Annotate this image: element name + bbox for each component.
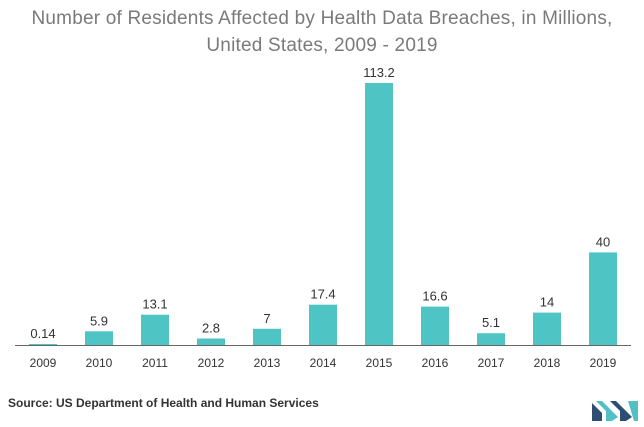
bar-2016 <box>421 306 449 345</box>
data-label-2012: 2.8 <box>202 321 220 336</box>
source-note: Source: US Department of Health and Huma… <box>8 396 319 410</box>
bar-2012 <box>197 338 225 345</box>
bar-2014 <box>309 304 337 345</box>
data-label-2019: 40 <box>596 234 610 249</box>
x-tick-labels: 2009 2010 2011 2012 2013 2014 2015 2016 2017 2018… <box>30 356 617 370</box>
x-tick-label-2011: 2011 <box>142 356 168 370</box>
data-label-2015: 113.2 <box>363 65 395 80</box>
data-label-2010: 5.9 <box>90 313 108 328</box>
x-tick-label-2017: 2017 <box>478 356 505 370</box>
data-label-2018: 14 <box>540 295 554 310</box>
x-tick-label-2014: 2014 <box>310 356 337 370</box>
bar-2010 <box>85 331 113 345</box>
x-tick-label-2019: 2019 <box>590 356 617 370</box>
bar-2011 <box>141 314 169 345</box>
x-tick-label-2016: 2016 <box>422 356 449 370</box>
chart-title-line-2: United States, 2009 - 2019 <box>206 35 438 56</box>
chart-title-line-1: Number of Residents Affected by Health D… <box>31 8 613 29</box>
bar-2009 <box>29 344 57 345</box>
x-tick-label-2010: 2010 <box>86 356 113 370</box>
x-tick-label-2018: 2018 <box>534 356 561 370</box>
bar-2017 <box>477 333 505 345</box>
data-label-2011: 13.1 <box>142 297 167 312</box>
data-label-2013: 7 <box>263 311 270 326</box>
bar-chart: 0.14 5.9 13.1 2.8 7 17.4 113.2 16.6 5.1 14 40 2009… <box>15 65 631 370</box>
data-label-2014: 17.4 <box>310 287 335 302</box>
bar-2015 <box>365 83 393 345</box>
data-label-2017: 5.1 <box>482 315 500 330</box>
brand-logo-icon <box>592 401 638 421</box>
bar-2019 <box>589 252 617 345</box>
x-tick-label-2012: 2012 <box>198 356 225 370</box>
data-label-2016: 16.6 <box>422 289 447 304</box>
x-tick-label-2015: 2015 <box>366 356 393 370</box>
bars <box>29 83 617 345</box>
bar-2013 <box>253 328 281 345</box>
data-label-2009: 0.14 <box>30 326 55 341</box>
x-tick-label-2013: 2013 <box>254 356 281 370</box>
bar-2018 <box>533 312 561 345</box>
x-tick-label-2009: 2009 <box>30 356 57 370</box>
data-labels: 0.14 5.9 13.1 2.8 7 17.4 113.2 16.6 5.1 14 40 <box>30 65 610 341</box>
